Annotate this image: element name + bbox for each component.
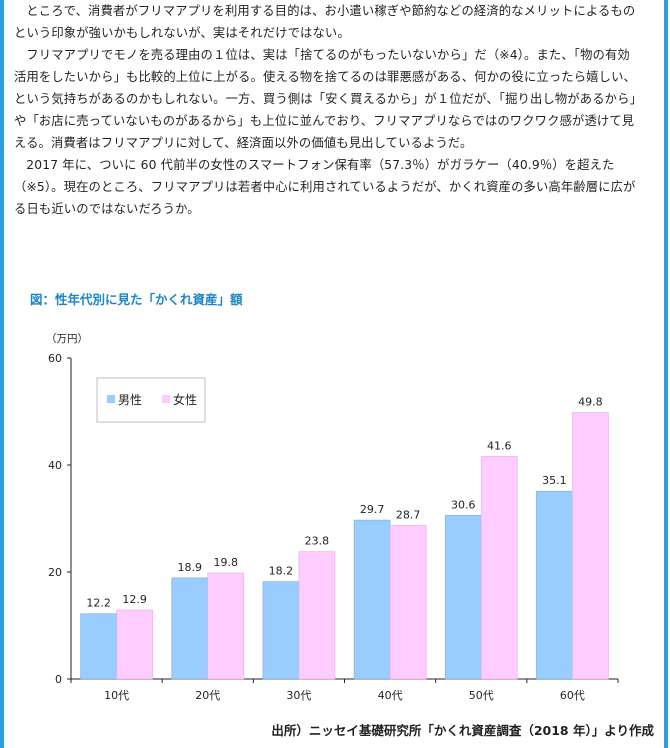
page-frame-right bbox=[664, 0, 668, 748]
x-tick-label: 30代 bbox=[286, 689, 311, 702]
article-paragraph: フリマアプリでモノを売る理由の１位は、実は「捨てるのがもったいないから」だ（※4… bbox=[14, 48, 636, 150]
y-tick-label: 60 bbox=[48, 352, 62, 365]
x-tick-label: 60代 bbox=[560, 689, 585, 702]
data-label: 35.1 bbox=[542, 474, 567, 487]
y-tick-label: 0 bbox=[55, 673, 62, 686]
legend-label: 女性 bbox=[173, 392, 197, 407]
bar-female bbox=[207, 572, 245, 680]
data-label: 18.9 bbox=[178, 561, 203, 574]
page-frame-left bbox=[0, 0, 4, 748]
y-tick-label: 20 bbox=[48, 566, 62, 579]
bar-female bbox=[389, 525, 427, 680]
legend-swatch-female bbox=[162, 395, 170, 403]
legend-label: 男性 bbox=[118, 393, 142, 407]
y-axis-unit-label: （万円） bbox=[46, 333, 88, 345]
data-label: 41.6 bbox=[487, 439, 512, 452]
data-label: 18.2 bbox=[269, 565, 294, 578]
legend-swatch-male bbox=[107, 395, 115, 403]
x-tick-label: 50代 bbox=[469, 689, 494, 702]
bar-female bbox=[116, 609, 153, 680]
data-label: 12.2 bbox=[86, 597, 111, 610]
x-tick-label: 40代 bbox=[378, 689, 403, 702]
article-body: ところで、消費者がフリマアプリを利用する目的は、お小遣い稼ぎや節約などの経済的な… bbox=[14, 0, 640, 220]
source-note: 出所）ニッセイ基礎研究所「かくれ資産調査（2018 年）」より作成 bbox=[271, 723, 654, 738]
article-paragraph: ところで、消費者がフリマアプリを利用する目的は、お小遣い稼ぎや節約などの経済的な… bbox=[14, 4, 636, 40]
bar-male bbox=[262, 581, 300, 680]
y-tick-label: 40 bbox=[48, 459, 62, 472]
bar-female bbox=[298, 551, 336, 680]
x-tick-label: 10代 bbox=[104, 689, 129, 702]
x-tick-label: 20代 bbox=[195, 689, 220, 702]
bar-male bbox=[444, 514, 482, 680]
bar-male bbox=[171, 577, 209, 680]
data-label: 49.8 bbox=[578, 396, 603, 409]
data-label: 19.8 bbox=[214, 556, 239, 569]
bar-female bbox=[572, 412, 609, 680]
article-paragraph: 2017 年に、ついに 60 代前半の女性のスマートフォン保有率（57.3％）が… bbox=[14, 158, 636, 216]
bar-male bbox=[80, 613, 117, 680]
data-label: 28.7 bbox=[396, 508, 421, 521]
bar-female bbox=[480, 456, 518, 680]
data-label: 23.8 bbox=[305, 535, 330, 548]
legend-box bbox=[96, 377, 206, 423]
data-label: 12.9 bbox=[122, 593, 147, 606]
bar-male bbox=[353, 519, 391, 680]
data-label: 30.6 bbox=[451, 498, 476, 511]
data-label: 29.7 bbox=[360, 503, 385, 516]
bar-male bbox=[536, 490, 573, 680]
figure-title: 図：性年代別に見た「かくれ資産」額 bbox=[30, 292, 243, 307]
